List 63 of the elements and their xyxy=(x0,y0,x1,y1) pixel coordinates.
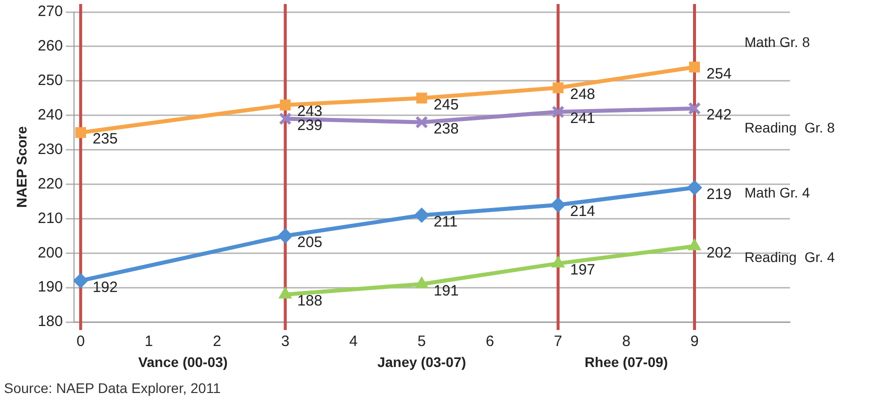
data-label: 205 xyxy=(297,234,322,252)
point xyxy=(280,100,291,110)
data-label: 248 xyxy=(570,86,596,103)
x-tick-label: 6 xyxy=(486,333,494,350)
x-tick-label: 0 xyxy=(76,333,85,350)
point xyxy=(689,62,700,73)
y-tick-label: 270 xyxy=(38,3,63,20)
point xyxy=(687,180,702,196)
x-tick-label: 4 xyxy=(349,333,358,350)
point xyxy=(278,286,292,298)
point xyxy=(278,228,293,244)
x-tick-label: 3 xyxy=(281,333,290,350)
point xyxy=(550,197,566,212)
data-label: 197 xyxy=(570,262,596,279)
point xyxy=(416,92,428,104)
data-label: 254 xyxy=(706,65,732,82)
y-tick-label: 230 xyxy=(38,140,63,158)
point xyxy=(278,112,292,126)
y-tick-label: 220 xyxy=(38,175,63,192)
y-tick-label: 240 xyxy=(38,106,63,124)
point xyxy=(414,208,430,223)
text: Rhee (07-09) xyxy=(584,354,668,370)
y-tick-label: 180 xyxy=(38,313,63,330)
point xyxy=(552,82,564,94)
point xyxy=(688,102,701,115)
y-axis-title: NAEP Score xyxy=(13,126,30,208)
point xyxy=(415,276,428,288)
x-tick-label: 1 xyxy=(144,333,154,350)
y-tick-label: 260 xyxy=(38,38,63,55)
data-label: 245 xyxy=(434,96,459,114)
data-label: 235 xyxy=(92,130,118,148)
data-label: 211 xyxy=(434,213,458,230)
y-tick-label: 200 xyxy=(38,244,63,262)
data-label: 214 xyxy=(570,203,596,220)
text: Vance (00-03) xyxy=(138,354,228,370)
data-label: 242 xyxy=(706,106,732,124)
data-label: 219 xyxy=(706,186,732,203)
y-tick-label: 190 xyxy=(38,278,63,296)
x-tick-label: 5 xyxy=(418,333,426,350)
data-label: 191 xyxy=(434,282,459,300)
x-tick-label: 7 xyxy=(554,333,562,350)
text: Reading Gr. 8 xyxy=(744,119,835,136)
x-tick-label: 9 xyxy=(690,333,699,350)
point xyxy=(552,105,565,118)
data-label: 192 xyxy=(92,278,118,296)
data-label: 202 xyxy=(706,244,732,262)
data-label: 188 xyxy=(297,292,322,310)
y-tick-label: 210 xyxy=(38,210,63,227)
point xyxy=(552,256,565,268)
point xyxy=(75,127,86,138)
text: Reading Gr. 4 xyxy=(744,249,835,266)
text: Math Gr. 8 xyxy=(744,34,810,50)
point xyxy=(688,238,702,250)
point xyxy=(74,273,88,288)
x-tick-label: 2 xyxy=(212,333,222,350)
y-tick-label: 250 xyxy=(38,72,63,90)
text: Math Gr. 4 xyxy=(744,184,810,201)
data-label: 241 xyxy=(570,110,596,128)
data-label: 238 xyxy=(434,120,459,138)
x-tick-label: 8 xyxy=(622,333,630,350)
source-note: Source: NAEP Data Explorer, 2011 xyxy=(4,380,221,396)
point xyxy=(415,116,428,129)
text: Janey (03-07) xyxy=(377,354,466,370)
